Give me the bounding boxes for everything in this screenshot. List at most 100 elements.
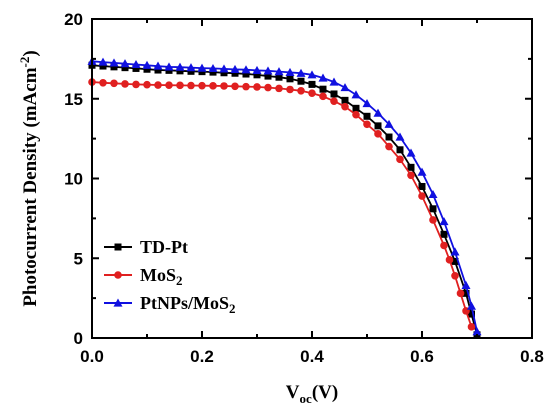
data-point: [176, 67, 184, 75]
data-point: [99, 79, 107, 87]
series-1: [88, 78, 476, 331]
data-point: [99, 62, 107, 70]
data-point: [143, 65, 151, 73]
data-point: [440, 230, 448, 238]
data-point: [362, 99, 372, 108]
data-point: [219, 64, 229, 73]
x-axis-title: Voc(V): [286, 382, 338, 406]
data-point: [286, 85, 294, 94]
data-point: [330, 90, 338, 98]
data-point: [186, 63, 196, 72]
data-point: [132, 64, 140, 72]
data-point: [439, 217, 449, 226]
data-point: [164, 62, 174, 71]
data-point: [385, 142, 393, 151]
data-point: [231, 69, 239, 77]
data-point: [341, 96, 349, 104]
data-point: [450, 247, 460, 256]
data-point: [110, 63, 118, 71]
data-point: [175, 62, 185, 71]
data-point: [274, 67, 284, 76]
data-point: [132, 80, 140, 89]
data-point: [451, 257, 459, 265]
data-point: [121, 80, 129, 88]
data-point: [330, 97, 338, 105]
data-point: [231, 82, 239, 91]
data-point: [275, 73, 283, 81]
data-point: [418, 192, 426, 200]
data-point: [263, 66, 273, 75]
data-point: [297, 77, 305, 85]
series-line: [91, 81, 473, 328]
data-point: [220, 69, 228, 77]
data-point: [472, 327, 482, 336]
data-point: [417, 167, 427, 176]
data-point: [319, 92, 327, 101]
data-point: [241, 65, 251, 74]
data-point: [285, 67, 295, 77]
data-point: [209, 68, 217, 76]
data-point: [308, 80, 316, 88]
data-point: [462, 289, 470, 297]
data-point: [131, 59, 141, 69]
x-tick-label: 0.2: [190, 347, 214, 366]
axis-tick-labels: 0.0 0.2 0.4 0.6 0.8 0 5 10 15 20: [64, 10, 544, 366]
legend-marker: [113, 298, 123, 307]
data-point: [142, 60, 152, 69]
data-point: [187, 81, 195, 90]
data-point: [468, 310, 475, 318]
data-point: [429, 216, 437, 224]
data-point: [297, 86, 305, 95]
data-point: [264, 83, 272, 92]
data-point: [120, 59, 130, 68]
data-point: [374, 122, 382, 130]
data-point: [143, 80, 151, 89]
data-point: [197, 63, 207, 72]
y-tick-label: 0: [74, 329, 83, 348]
data-point: [230, 64, 240, 74]
data-point: [396, 146, 404, 154]
data-point: [209, 82, 217, 90]
data-point: [429, 205, 437, 213]
axis-ticks: [91, 18, 533, 339]
data-point: [467, 323, 476, 331]
legend-label: TD-Pt: [140, 237, 188, 257]
x-tick-label: 0.4: [300, 347, 324, 366]
data-point: [440, 241, 448, 250]
data-point: [275, 84, 283, 93]
legend: TD-Pt MoS2 PtNPs/MoS2: [104, 237, 236, 316]
legend-item: MoS2: [104, 265, 183, 288]
data-point: [154, 66, 162, 74]
data-point: [461, 280, 471, 289]
data-point: [109, 58, 119, 67]
data-point: [374, 130, 382, 138]
legend-label: MoS2: [140, 265, 183, 288]
legend-item: TD-Pt: [104, 237, 188, 257]
y-tick-label: 5: [74, 249, 83, 268]
series-2: [87, 56, 482, 336]
data-point: [456, 289, 465, 298]
plot-marks: [87, 56, 482, 339]
data-point: [351, 90, 361, 99]
data-point: [220, 82, 228, 90]
data-point: [296, 68, 306, 77]
data-point: [406, 148, 416, 157]
data-point: [467, 301, 476, 310]
data-point: [319, 85, 327, 93]
legend-item: PtNPs/MoS2: [104, 293, 236, 316]
data-point: [396, 155, 404, 164]
x-tick-label: 0.6: [410, 347, 434, 366]
y-tick-label: 15: [64, 90, 83, 109]
y-tick-label: 10: [64, 170, 83, 189]
data-point: [318, 73, 328, 82]
data-point: [352, 104, 360, 112]
data-point: [329, 77, 339, 86]
data-point: [307, 70, 317, 79]
data-point: [187, 67, 195, 75]
y-tick-label: 20: [64, 10, 83, 29]
x-tick-label: 0.0: [80, 347, 104, 366]
data-point: [395, 132, 405, 141]
legend-marker: [114, 271, 122, 279]
data-point: [176, 81, 184, 90]
